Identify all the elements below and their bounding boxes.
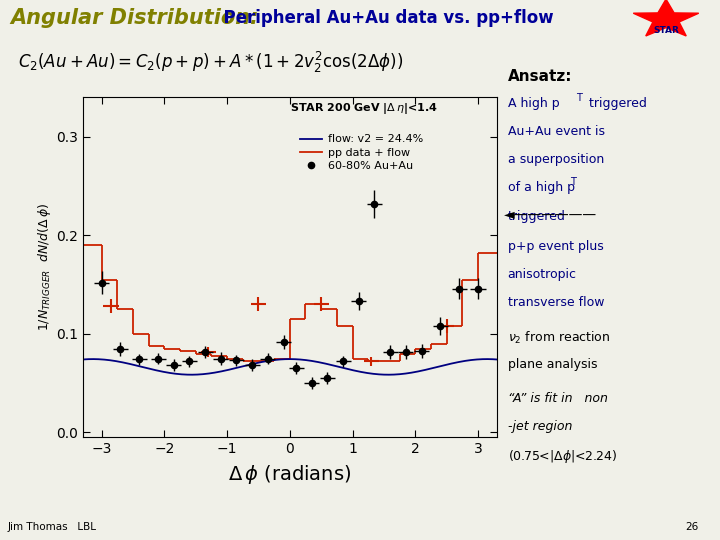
X-axis label: $\Delta\,\phi$ (radians): $\Delta\,\phi$ (radians) (228, 463, 351, 486)
Text: $\nu_2$ from reaction: $\nu_2$ from reaction (508, 330, 610, 346)
Text: A high p: A high p (508, 97, 559, 110)
Text: plane analysis: plane analysis (508, 358, 597, 371)
Text: Au+Au event is: Au+Au event is (508, 125, 605, 138)
Text: T: T (576, 93, 582, 103)
Legend: flow: v2 = 24.4%, pp data + flow, 60-80% Au+Au: flow: v2 = 24.4%, pp data + flow, 60-80%… (295, 130, 427, 176)
Text: Angular Distribution:: Angular Distribution: (11, 8, 259, 28)
Text: Ansatz:: Ansatz: (508, 69, 572, 84)
Text: triggered: triggered (508, 210, 565, 222)
Text: triggered: triggered (585, 97, 647, 110)
Text: of a high p: of a high p (508, 181, 575, 194)
Text: Jim Thomas   LBL: Jim Thomas LBL (7, 522, 96, 532)
Text: ◄——————: ◄—————— (504, 207, 597, 221)
Text: (0.75<|$\Delta\phi$|<2.24): (0.75<|$\Delta\phi$|<2.24) (508, 448, 617, 464)
Text: anisotropic: anisotropic (508, 268, 577, 281)
Text: STAR: STAR (653, 25, 679, 35)
Text: “A” is fit in   non: “A” is fit in non (508, 392, 608, 404)
Text: -jet region: -jet region (508, 420, 572, 433)
Text: a superposition: a superposition (508, 153, 604, 166)
Text: $C_2(Au+Au) = C_2(p+p) + A*(1+2v_2^2\cos(2\Delta\phi))$: $C_2(Au+Au) = C_2(p+p) + A*(1+2v_2^2\cos… (17, 50, 403, 75)
Polygon shape (634, 0, 698, 36)
Text: transverse flow: transverse flow (508, 296, 604, 309)
Text: T: T (570, 177, 576, 187)
Text: 26: 26 (685, 522, 698, 532)
Text: p+p event plus: p+p event plus (508, 240, 603, 253)
Text: STAR 200 GeV |$\Delta\,\eta$|<1.4: STAR 200 GeV |$\Delta\,\eta$|<1.4 (289, 100, 438, 116)
Text: Peripheral Au+Au data vs. pp+flow: Peripheral Au+Au data vs. pp+flow (212, 9, 554, 26)
Y-axis label: $1/N_{TRIGGER}\ \ dN/d(\Delta\,\phi)$: $1/N_{TRIGGER}\ \ dN/d(\Delta\,\phi)$ (36, 203, 53, 332)
